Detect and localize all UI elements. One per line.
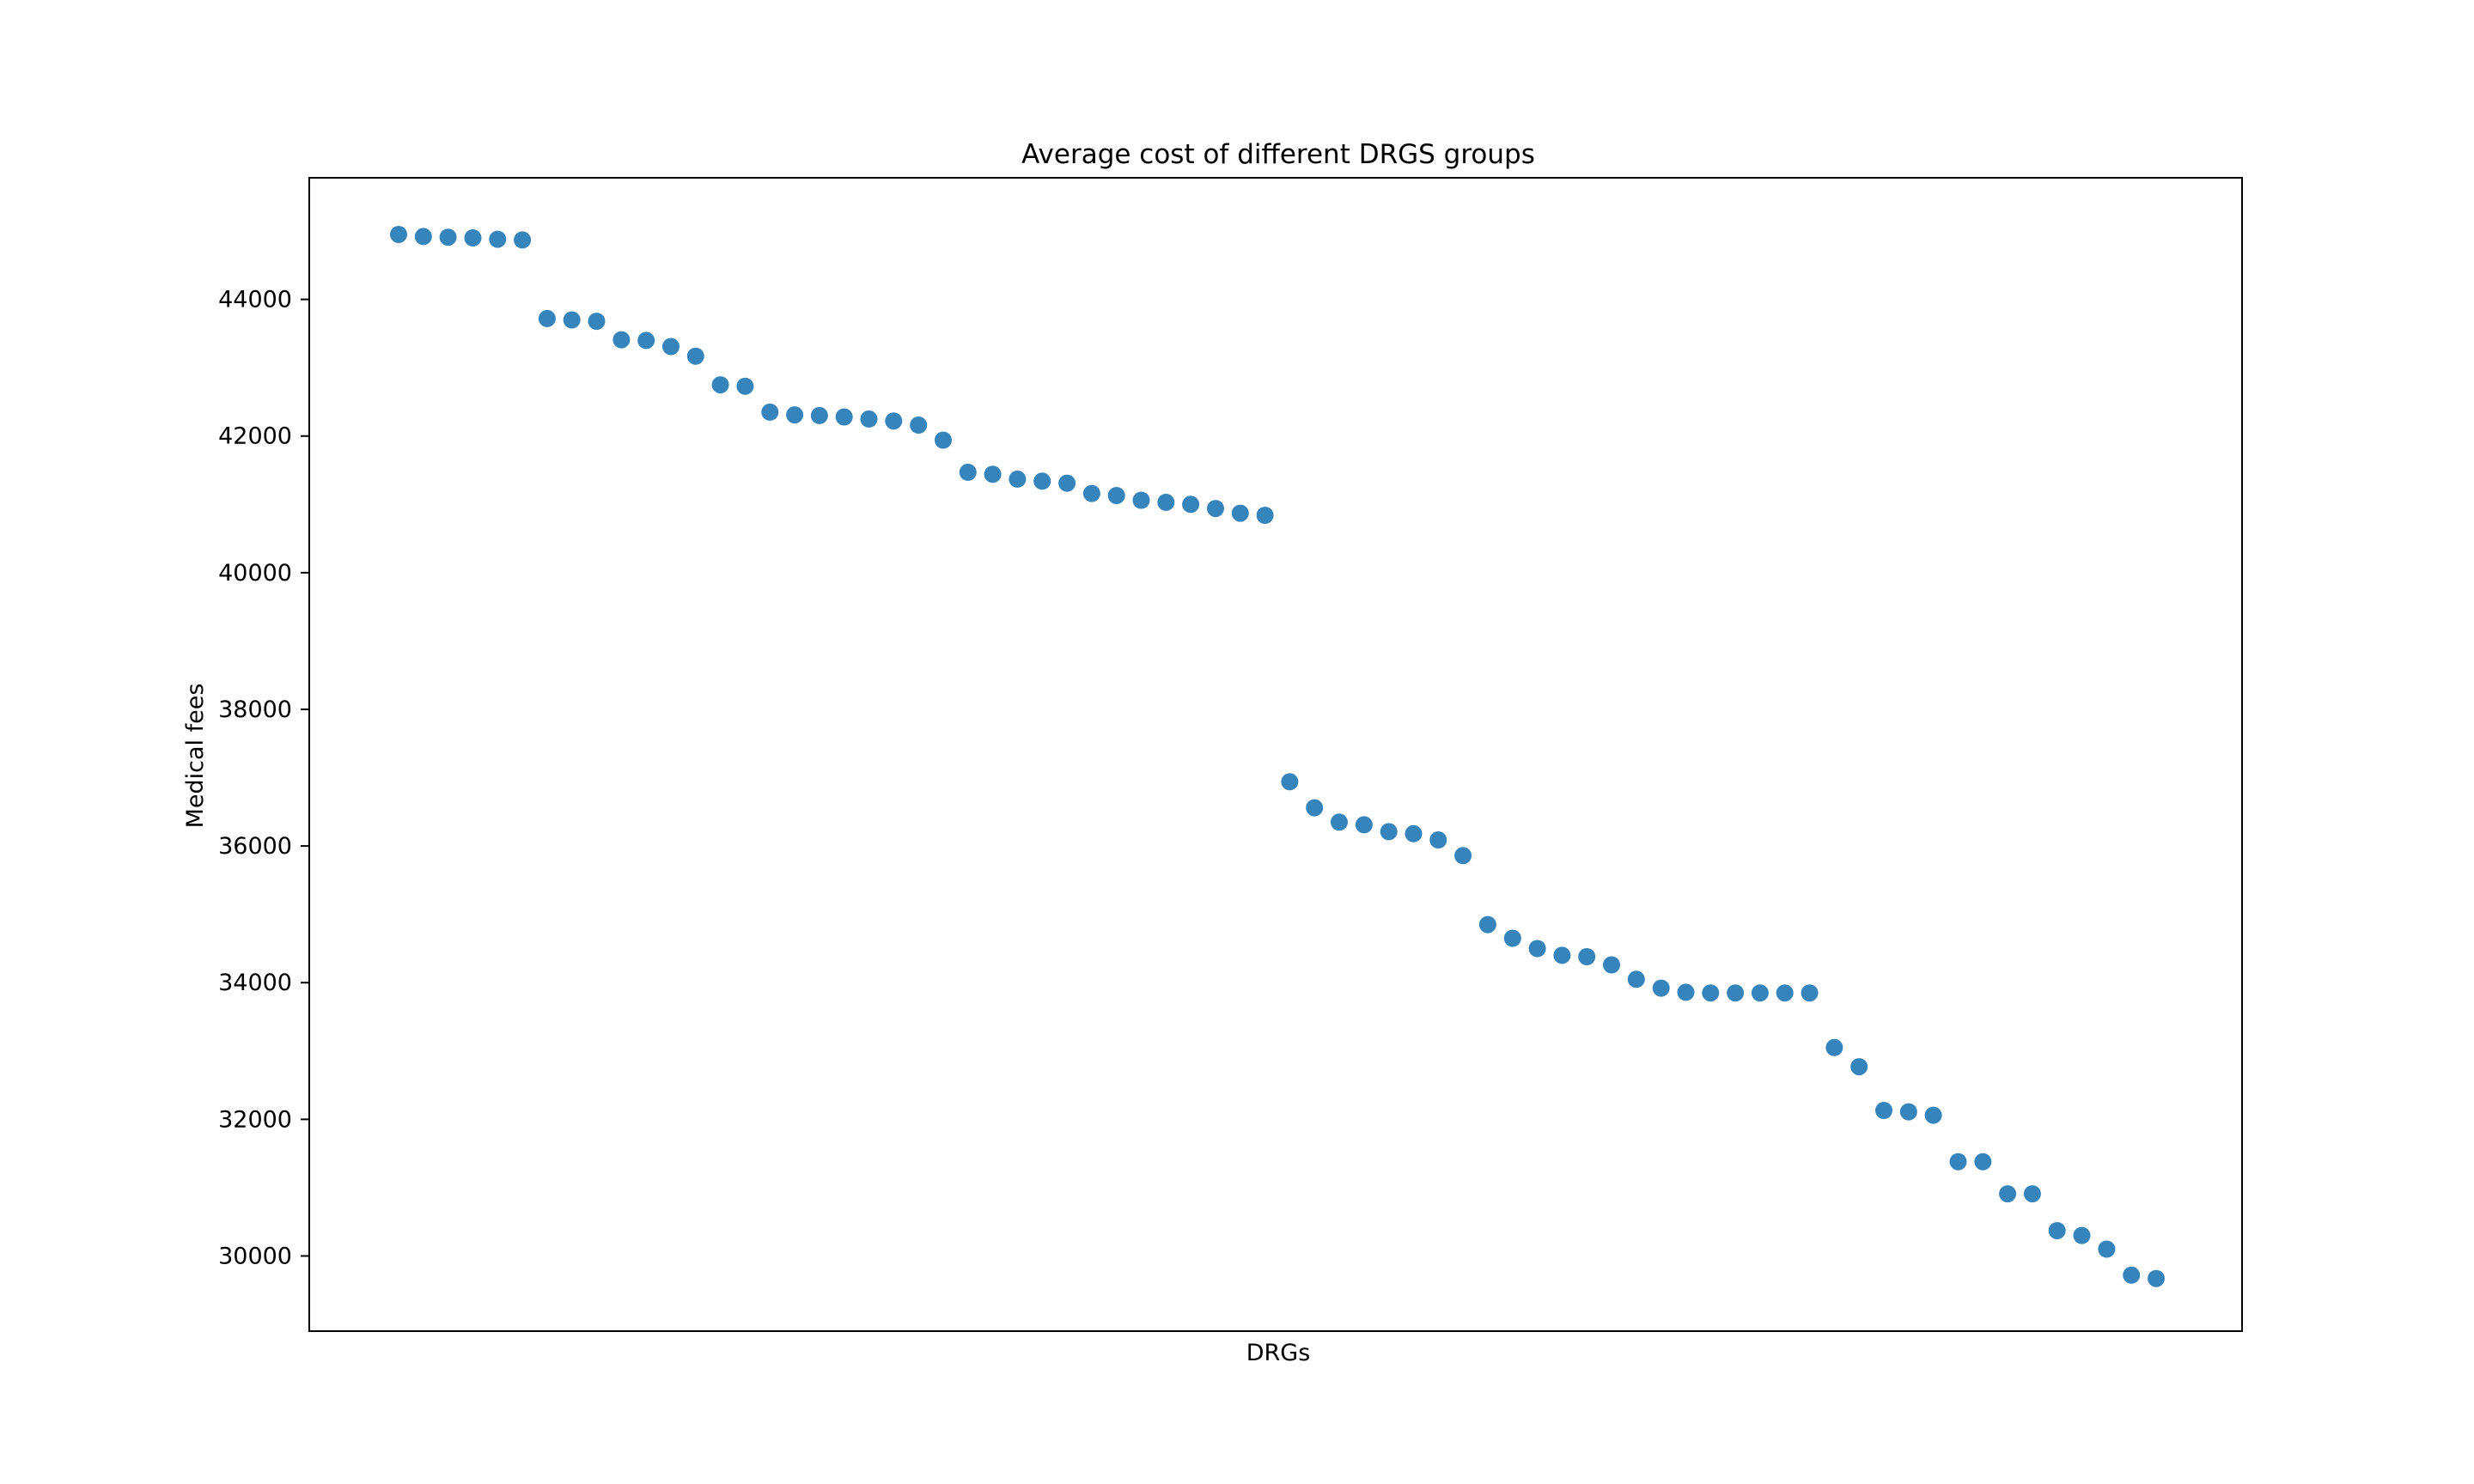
data-point [1157,493,1175,511]
data-point [1429,831,1447,848]
data-point [2098,1240,2116,1258]
data-point [810,406,828,424]
data-point [1677,983,1695,1001]
data-point [1999,1185,2017,1203]
data-point [1107,487,1125,504]
data-point [1553,946,1571,964]
data-point [1355,816,1373,834]
data-point [1033,472,1051,490]
data-point [1603,956,1620,974]
data-point [1801,984,1819,1002]
data-point [761,403,779,421]
data-point [1974,1153,1992,1171]
data-point [1652,979,1670,997]
data-point [1256,507,1274,524]
data-point [984,465,1002,484]
data-point [2073,1226,2091,1244]
data-point [1281,773,1299,791]
data-point [588,313,606,331]
y-tick-label: 44000 [218,287,292,313]
data-points [390,226,2165,1287]
data-point [1727,984,1745,1002]
data-point [935,431,952,449]
data-point [1528,940,1546,958]
plot-area [308,177,2243,1332]
y-tick-label: 40000 [218,560,292,587]
data-point [2048,1222,2066,1239]
data-point [1850,1058,1868,1076]
data-point [439,228,457,246]
data-point [1331,813,1348,831]
data-point [1702,984,1720,1002]
data-point [1380,823,1398,841]
y-axis: 30000 32000 34000 36000 38000 40000 42000 44000 [218,287,309,1269]
data-point [835,408,853,426]
data-point [1949,1153,1967,1171]
data-point [910,417,928,434]
data-point [959,463,977,481]
data-point [1207,500,1224,518]
data-point [563,311,581,329]
data-point [1478,915,1496,934]
data-point [612,331,631,349]
chart-title: Average cost of different DRGS groups [1021,139,1535,170]
data-point [1231,504,1249,522]
data-point [1825,1038,1843,1056]
data-point [2023,1185,2041,1203]
data-point [1578,948,1596,965]
data-point [1306,799,1324,817]
data-point [885,412,903,430]
data-point [2148,1269,2165,1287]
data-point [711,376,729,394]
data-point [860,410,878,428]
data-point [786,406,804,424]
data-point [514,231,532,249]
data-point [2123,1266,2141,1284]
data-point [390,226,407,243]
data-point [464,229,482,246]
y-tick-label: 38000 [218,696,292,723]
data-point [1924,1106,1942,1124]
y-tick-label: 42000 [218,423,292,450]
data-point [1454,847,1472,865]
data-point [1503,929,1521,947]
data-point [1058,474,1076,492]
data-point [1776,984,1794,1002]
data-point [489,230,507,248]
data-point [538,309,556,327]
y-tick-label: 30000 [218,1243,292,1269]
data-point [662,338,679,356]
x-axis-label: DRGs [1246,1340,1311,1366]
y-tick-label: 32000 [218,1106,292,1133]
data-point [637,331,655,350]
data-point [1008,470,1027,488]
data-point [686,347,704,365]
data-point [1627,970,1645,988]
data-point [414,228,432,246]
data-point [1182,496,1200,514]
data-point [1082,484,1100,502]
y-tick-label: 34000 [218,970,292,996]
data-point [1405,824,1423,842]
data-point [1875,1102,1892,1119]
data-point [736,377,754,395]
y-tick-label: 36000 [218,833,292,860]
data-point [1132,491,1150,509]
y-axis-label: Medical fees [182,684,209,829]
data-point [1899,1103,1917,1121]
data-point [1751,984,1769,1002]
